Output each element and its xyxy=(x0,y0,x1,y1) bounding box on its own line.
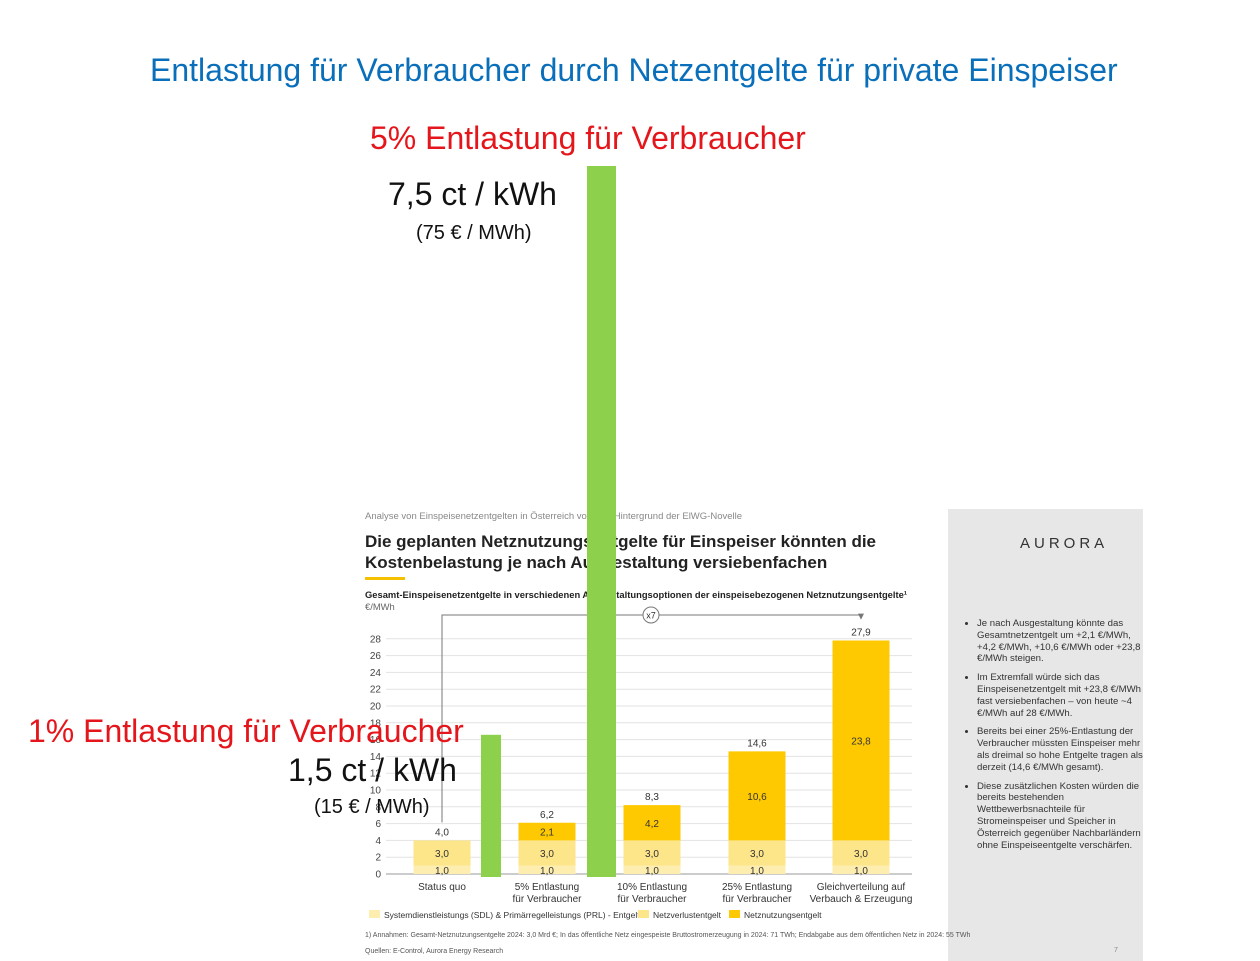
segment-value-label: 1,0 xyxy=(645,866,659,877)
legend-swatch xyxy=(729,910,740,918)
chart-subtitle: Gesamt-Einspeisenetzentgelte in verschie… xyxy=(365,589,907,600)
sidebar-bullet-list: Je nach Ausgestaltung könnte das Gesamtn… xyxy=(965,618,1147,858)
bar-segment xyxy=(728,865,786,874)
x-category-label: für Verbraucher xyxy=(513,894,583,905)
y-tick-label: 10 xyxy=(370,786,382,797)
value-1pct-ct: 1,5 ct / kWh xyxy=(288,752,457,788)
value-5pct-mwh: (75 € / MWh) xyxy=(416,222,532,244)
x-category-label: Status quo xyxy=(418,882,466,893)
multiplier-arrowhead xyxy=(858,613,864,620)
label-5pct-relief: 5% Entlastung für Verbraucher xyxy=(370,120,806,156)
bar-total-label: 4,0 xyxy=(435,827,449,838)
segment-value-label: 1,0 xyxy=(435,866,449,877)
bar-total-label: 14,6 xyxy=(747,738,767,749)
sidebar-bullet-3: Diese zusätzlichen Kosten würden die ber… xyxy=(977,781,1147,852)
y-tick-label: 12 xyxy=(370,769,382,780)
x-category-label: Verbauch & Erzeugung xyxy=(810,894,913,905)
bar-total-label: 8,3 xyxy=(645,792,659,803)
segment-value-label: 3,0 xyxy=(750,849,764,860)
sidebar-bullet-2: Bereits bei einer 25%-Entlastung der Ver… xyxy=(977,726,1147,773)
y-tick-label: 14 xyxy=(370,752,382,763)
y-tick-label: 24 xyxy=(370,668,382,679)
bar-segment xyxy=(413,865,471,874)
chart-unit: €/MWh xyxy=(365,601,395,612)
segment-value-label: 3,0 xyxy=(435,849,449,860)
breadcrumb: Analyse von Einspeisenetzentgelten in Ös… xyxy=(365,511,743,522)
x-category-label: für Verbraucher xyxy=(723,894,793,905)
y-tick-label: 4 xyxy=(375,836,381,847)
segment-value-label: 1,0 xyxy=(540,866,554,877)
value-1pct-mwh: (15 € / MWh) xyxy=(314,796,430,818)
legend-swatch xyxy=(638,910,649,918)
segment-value-label: 23,8 xyxy=(851,736,871,747)
bar-segment xyxy=(728,751,786,841)
sources: Quellen: E-Control, Aurora Energy Resear… xyxy=(365,948,504,955)
legend-label: Systemdienstleistungs (SDL) & Primärrege… xyxy=(384,910,645,920)
segment-value-label: 2,1 xyxy=(540,828,554,839)
x-category-label: 10% Entlastung xyxy=(617,882,687,893)
bar-segment xyxy=(518,822,576,841)
sidebar-bullet-1: Im Extremfall würde sich das Einspeisene… xyxy=(977,672,1147,719)
segment-value-label: 1,0 xyxy=(854,866,868,877)
bar-segment xyxy=(518,840,576,866)
bar-segment xyxy=(832,865,890,874)
legend-label: Netzverlustentgelt xyxy=(653,910,722,920)
bar-segment xyxy=(518,865,576,874)
legend-swatch xyxy=(369,910,380,918)
label-1pct-relief: 1% Entlastung für Verbraucher xyxy=(28,713,464,749)
y-tick-label: 0 xyxy=(375,870,381,881)
segment-value-label: 1,0 xyxy=(750,866,764,877)
y-tick-label: 26 xyxy=(370,651,382,662)
y-tick-label: 8 xyxy=(375,802,381,813)
bar-segment xyxy=(832,640,890,841)
main-title: Entlastung für Verbraucher durch Netzent… xyxy=(150,52,1118,88)
slide-headline-line1: Die geplanten Netznutzungsentgelte für E… xyxy=(365,532,877,551)
sidebar-bullet-0: Je nach Ausgestaltung könnte das Gesamtn… xyxy=(977,618,1147,665)
y-tick-label: 28 xyxy=(370,634,382,645)
segment-value-label: 3,0 xyxy=(645,849,659,860)
green-overlay-bar-1pct xyxy=(481,734,501,877)
bar-segment xyxy=(832,840,890,866)
multiplier-badge xyxy=(642,606,660,624)
bar-segment xyxy=(728,840,786,866)
multiplier-label: x7 xyxy=(646,611,656,621)
bar-segment xyxy=(623,865,681,874)
segment-value-label: 3,0 xyxy=(854,849,868,860)
bar-segment xyxy=(623,840,681,866)
slide-sidebar xyxy=(948,509,1143,961)
bar-segment xyxy=(623,805,681,841)
page-number: 7 xyxy=(1114,947,1118,954)
value-5pct-ct: 7,5 ct / kWh xyxy=(388,176,557,212)
x-category-label: für Verbraucher xyxy=(618,894,688,905)
bar-total-label: 27,9 xyxy=(851,627,871,638)
x-category-label: 5% Entlastung xyxy=(515,882,580,893)
y-tick-label: 6 xyxy=(375,819,381,830)
footnote: 1) Annahmen: Gesamt-Netznutzungsentgelte… xyxy=(365,932,971,939)
legend-label: Netznutzungsentgelt xyxy=(744,910,822,920)
y-tick-label: 22 xyxy=(370,685,382,696)
y-tick-label: 2 xyxy=(375,853,381,864)
x-category-label: Gleichverteilung auf xyxy=(817,882,906,893)
bar-total-label: 6,2 xyxy=(540,810,554,821)
y-tick-label: 18 xyxy=(370,718,382,729)
y-tick-label: 20 xyxy=(370,702,382,713)
y-tick-label: 16 xyxy=(370,735,382,746)
segment-value-label: 4,2 xyxy=(645,819,659,830)
segment-value-label: 3,0 xyxy=(540,849,554,860)
x-category-label: 25% Entlastung xyxy=(722,882,792,893)
segment-value-label: 10,6 xyxy=(747,792,767,803)
green-overlay-bar-5pct xyxy=(587,166,616,877)
bar-segment xyxy=(413,840,471,866)
headline-underline xyxy=(365,577,405,580)
aurora-logo: AURORA xyxy=(1020,535,1109,552)
